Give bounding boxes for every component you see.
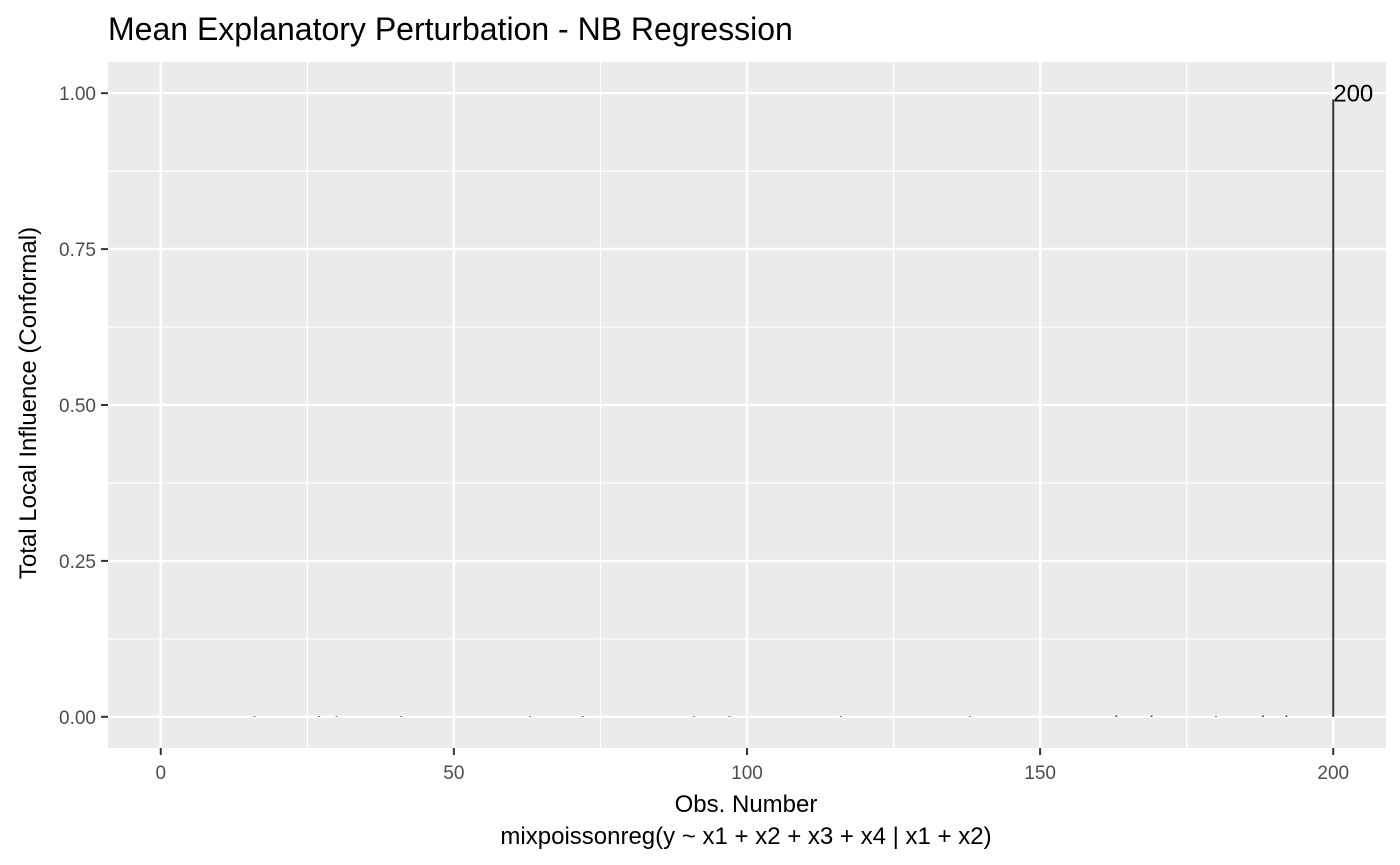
y-tick-label: 1.00 (59, 84, 96, 105)
x-tick-label: 50 (443, 763, 464, 784)
y-tick-label: 0.50 (59, 396, 96, 417)
influence-bars (253, 99, 1335, 717)
y-axis-title: Total Local Influence (Conformal) (15, 227, 42, 579)
point-label: 200 (1333, 80, 1373, 107)
y-axis: 0.00 0.25 0.50 0.75 1.00 (59, 84, 108, 729)
x-axis: 0 50 100 150 200 (155, 748, 1349, 784)
x-tick-label: 150 (1024, 763, 1056, 784)
y-tick-label: 0.75 (59, 240, 96, 261)
x-tick-label: 200 (1317, 763, 1349, 784)
x-axis-subtitle: mixpoissonreg(y ~ x1 + x2 + x3 + x4 | x1… (500, 823, 991, 850)
point-annotations: 200 (1333, 80, 1373, 107)
chart-title: Mean Explanatory Perturbation - NB Regre… (108, 11, 793, 47)
y-tick-label: 0.25 (59, 552, 96, 573)
y-tick-label: 0.00 (59, 708, 96, 729)
x-tick-label: 100 (731, 763, 763, 784)
x-axis-title: Obs. Number (675, 791, 818, 818)
x-tick-label: 0 (155, 763, 166, 784)
major-gridlines (108, 62, 1386, 748)
